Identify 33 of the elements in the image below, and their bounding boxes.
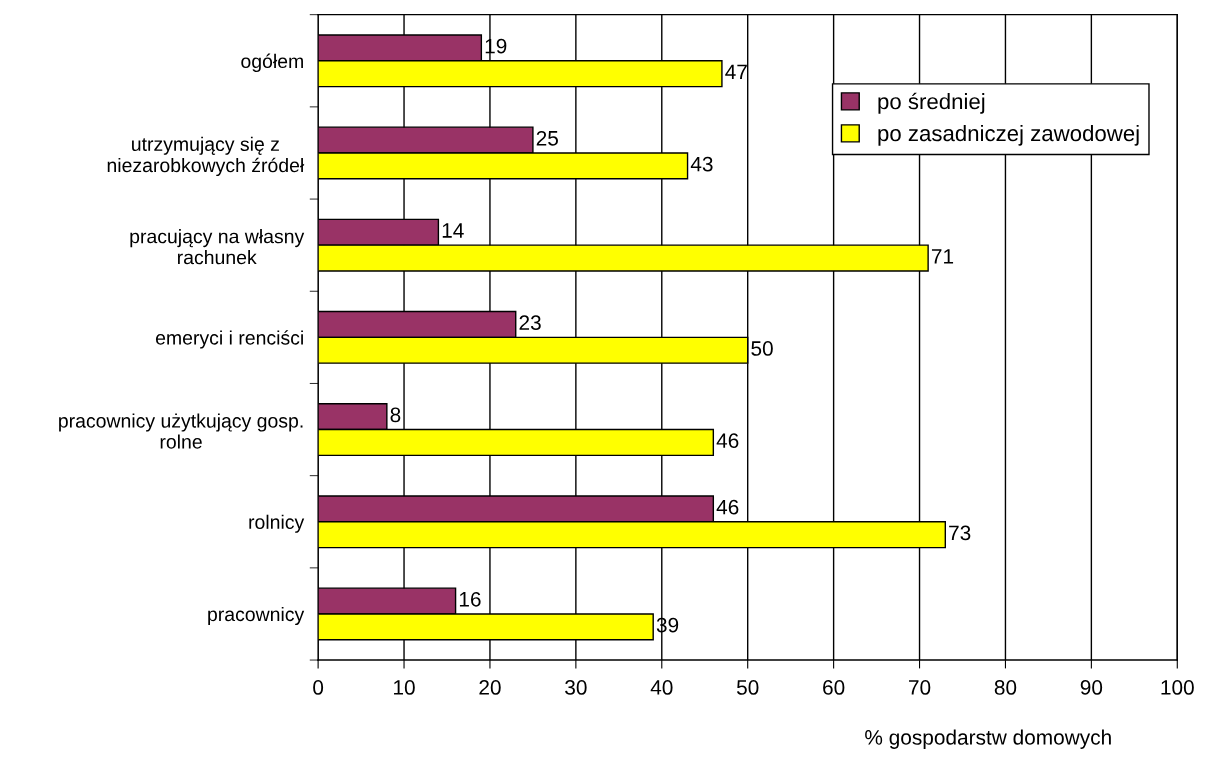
- x-tick-label: 30: [565, 680, 587, 695]
- x-tick-label: 60: [823, 680, 845, 695]
- y-tick-label: pracownicy użytkujący gosp. rolne: [59, 413, 303, 449]
- data-label: 47: [725, 64, 747, 80]
- y-tick-label: emeryci i renciści: [155, 330, 303, 349]
- x-tick-label: 70: [909, 680, 931, 695]
- data-label: 43: [690, 156, 713, 172]
- x-tick-label: 90: [1080, 680, 1103, 695]
- x-tick-label: 20: [479, 680, 501, 695]
- data-label: 50: [751, 341, 773, 356]
- data-label: 23: [519, 315, 541, 331]
- legend-label: po zasadniczej zawodowej: [878, 124, 1139, 146]
- y-tick-label: pracujący na własny rachunek: [130, 229, 305, 265]
- y-tick-label: pracownicy: [208, 606, 305, 626]
- data-label: 25: [536, 130, 558, 146]
- y-tick-label: ogółem: [241, 53, 303, 72]
- y-tick-label: rolnicy: [249, 514, 305, 533]
- data-label: 14: [442, 223, 464, 238]
- data-label: 71: [931, 249, 954, 264]
- legend-label: po średniej: [878, 92, 985, 114]
- x-tick-label: 50: [736, 680, 759, 695]
- data-label: 46: [716, 499, 739, 515]
- x-tick-label: 80: [994, 680, 1017, 695]
- x-axis-title: % gospodarstw domowych: [865, 729, 1111, 749]
- x-tick-label: 10: [394, 680, 415, 695]
- data-label: 16: [459, 591, 481, 607]
- x-tick-label: 100: [1161, 680, 1194, 695]
- x-tick-label: 0: [313, 680, 324, 695]
- y-tick-label: utrzymujący się z niezarobkowych źródeł: [107, 136, 305, 177]
- data-label: 73: [949, 525, 971, 541]
- data-label: 46: [716, 433, 739, 449]
- data-label: 8: [390, 407, 401, 423]
- x-tick-label: 40: [650, 680, 673, 695]
